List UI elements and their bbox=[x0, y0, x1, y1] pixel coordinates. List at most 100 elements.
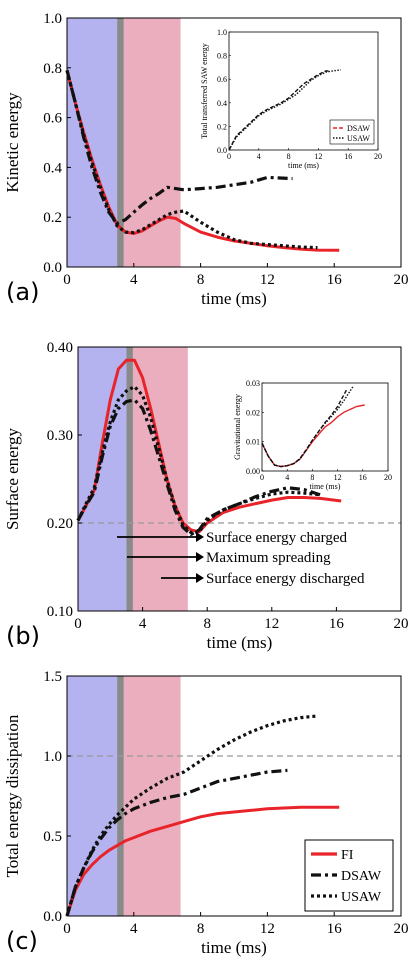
inset-series-line-dsaw bbox=[228, 70, 330, 151]
inset-x-tick-label: 16 bbox=[359, 473, 367, 482]
annotation-arrow-head bbox=[196, 532, 204, 542]
phase-1-shading bbox=[78, 347, 127, 611]
panel-b-surface-energy-chart: 0 4 8 12 16 20 0.10 0.20 0.30 0.40 time (ms) Surfac… bbox=[3, 340, 409, 652]
x-tick-label: 20 bbox=[394, 272, 409, 288]
inset-series-line-dsaw bbox=[261, 388, 348, 468]
inset-legend-label: USAW bbox=[347, 134, 370, 143]
phase-2-shading bbox=[123, 18, 181, 267]
y-axis-label: Total energy dissipation bbox=[3, 714, 22, 877]
panel-letter: (c) bbox=[6, 927, 38, 955]
inset-x-tick-label: 12 bbox=[334, 473, 342, 482]
y-tick-label: 1.5 bbox=[43, 669, 62, 685]
x-tick-label: 12 bbox=[260, 921, 275, 937]
inset-y-tick-label: 0.0 bbox=[217, 146, 227, 155]
x-axis-label: time (ms) bbox=[207, 633, 273, 652]
inset-chart: 0 4 8 12 16 20 0.0 0.2 0.4 0.6 0.8 1.0 time (ms) Tota… bbox=[200, 28, 382, 170]
annotation-label: Surface energy discharged bbox=[206, 571, 365, 587]
inset-y-tick-label: 0.00 bbox=[246, 467, 260, 476]
y-tick-label: 0.5 bbox=[43, 829, 62, 845]
y-tick-label: 0.40 bbox=[47, 340, 73, 356]
inset-x-tick-label: 4 bbox=[257, 152, 261, 161]
x-tick-label: 16 bbox=[327, 272, 343, 288]
max-spreading-marker bbox=[117, 18, 124, 267]
series-line-dsaw bbox=[76, 398, 321, 537]
legend-label-fi: FI bbox=[341, 848, 354, 863]
series-line-fi bbox=[65, 805, 340, 917]
y-tick-label: 0.20 bbox=[47, 516, 73, 532]
inset-legend-box bbox=[329, 119, 375, 145]
legend-label-dsaw: DSAW bbox=[341, 869, 382, 884]
legend-label-usaw: USAW bbox=[341, 890, 382, 905]
x-axis-label: time (ms) bbox=[201, 938, 267, 957]
y-tick-label: 0.4 bbox=[43, 160, 62, 176]
y-tick-label: 0.0 bbox=[43, 260, 62, 276]
series-line-dsaw bbox=[65, 768, 288, 917]
y-tick-label: 0.10 bbox=[47, 604, 73, 620]
x-tick-label: 4 bbox=[130, 921, 138, 937]
inset-x-tick-label: 0 bbox=[227, 152, 231, 161]
inset-chart: 0 4 8 12 16 20 0.00 0.01 0.02 0.03 time (ms) Gravit… bbox=[233, 379, 392, 491]
inset-x-tick-label: 0 bbox=[260, 473, 264, 482]
plot-frame bbox=[66, 675, 402, 917]
phase-2-shading bbox=[132, 347, 188, 611]
annotation-arrow-head bbox=[196, 573, 204, 583]
x-tick-label: 0 bbox=[63, 272, 71, 288]
y-tick-label: 0.8 bbox=[43, 61, 62, 77]
inset-x-tick-label: 16 bbox=[344, 152, 352, 161]
x-tick-label: 4 bbox=[130, 272, 138, 288]
x-tick-label: 8 bbox=[203, 616, 211, 632]
y-tick-label: 1.0 bbox=[43, 11, 62, 27]
x-tick-label: 12 bbox=[264, 616, 279, 632]
inset-x-tick-label: 4 bbox=[285, 473, 289, 482]
inset-y-tick-label: 1.0 bbox=[217, 28, 227, 37]
inset-y-tick-label: 0.6 bbox=[217, 75, 227, 84]
panel-letter: (b) bbox=[6, 622, 40, 650]
inset-y-tick-label: 0.02 bbox=[246, 408, 260, 417]
max-spreading-marker bbox=[126, 347, 133, 611]
x-tick-label: 8 bbox=[197, 921, 205, 937]
series-line-usaw bbox=[65, 714, 318, 917]
y-axis-label: Kinetic energy bbox=[3, 92, 22, 193]
x-tick-label: 16 bbox=[327, 921, 343, 937]
max-spreading-marker bbox=[117, 676, 124, 916]
inset-x-tick-label: 8 bbox=[287, 152, 291, 161]
inset-series-line-fi bbox=[261, 404, 365, 468]
inset-x-tick-label: 8 bbox=[310, 473, 314, 482]
x-tick-label: 12 bbox=[260, 272, 275, 288]
annotation-label: Maximum spreading bbox=[206, 550, 331, 566]
inset-y-tick-label: 0.03 bbox=[246, 379, 260, 388]
x-tick-label: 0 bbox=[63, 921, 71, 937]
x-tick-label: 4 bbox=[139, 616, 147, 632]
plot-frame bbox=[66, 17, 402, 268]
x-tick-label: 8 bbox=[197, 272, 205, 288]
inset-series-line-usaw bbox=[228, 69, 341, 151]
y-tick-label: 1.0 bbox=[43, 749, 62, 765]
y-axis-label: Surface energy bbox=[3, 427, 22, 530]
panel-a-kinetic-energy-chart: 0 4 8 12 16 20 0.0 0.2 0.4 0.6 0.8 1.0 time (ms) Kine… bbox=[3, 11, 409, 308]
plot-frame bbox=[77, 346, 402, 612]
inset-x-tick-label: 12 bbox=[314, 152, 322, 161]
series-line-usaw bbox=[65, 69, 318, 250]
inset-x-tick-label: 20 bbox=[374, 152, 382, 161]
annotation-label: Surface energy charged bbox=[206, 530, 348, 546]
x-axis-label: time (ms) bbox=[201, 289, 267, 308]
phase-1-shading bbox=[67, 18, 118, 267]
inset-series-line-usaw bbox=[261, 385, 354, 468]
phase-1-shading bbox=[67, 676, 118, 916]
inset-y-tick-label: 0.8 bbox=[217, 52, 227, 61]
inset-y-tick-label: 0.2 bbox=[217, 122, 227, 131]
inset-y-axis-label: Total transferred SAW energy bbox=[200, 43, 209, 139]
inset-x-tick-label: 20 bbox=[384, 473, 392, 482]
x-tick-label: 16 bbox=[329, 616, 345, 632]
inset-y-tick-label: 0.4 bbox=[217, 99, 227, 108]
y-tick-label: 0.6 bbox=[43, 111, 62, 127]
inset-y-axis-label: Gravitational energy bbox=[233, 394, 242, 460]
inset-legend-label: DSAW bbox=[347, 124, 370, 133]
y-tick-label: 0.0 bbox=[43, 909, 62, 925]
panel-letter: (a) bbox=[6, 278, 39, 306]
x-tick-label: 0 bbox=[74, 616, 82, 632]
x-tick-label: 20 bbox=[394, 616, 409, 632]
panel-c-total-energy-dissipation-chart: 0 4 8 12 16 20 0.0 0.5 1.0 1.5 time (ms) Total ener… bbox=[3, 669, 409, 957]
inset-x-axis-label: time (ms) bbox=[288, 161, 319, 170]
